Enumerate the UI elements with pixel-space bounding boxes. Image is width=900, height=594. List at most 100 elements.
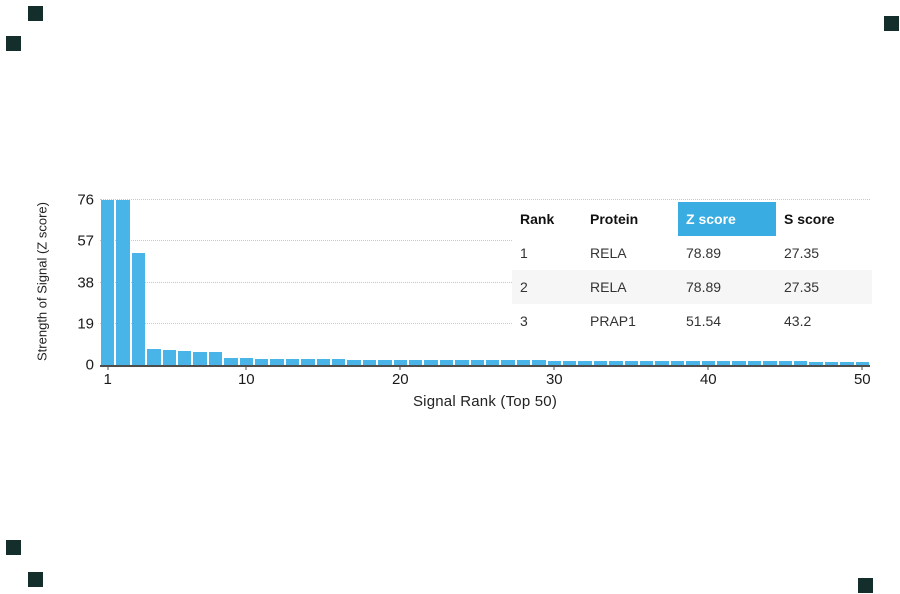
corner-mark <box>28 572 43 587</box>
y-tick-label: 76 <box>77 191 94 209</box>
bar-rank-6 <box>178 350 192 365</box>
bar-rank-49 <box>840 361 854 365</box>
corner-mark <box>6 540 21 555</box>
x-tick-label: 20 <box>391 371 409 388</box>
table-row: 2 RELA 78.89 27.35 <box>512 270 872 304</box>
bar-rank-12 <box>270 358 284 365</box>
bar-rank-18 <box>362 359 377 365</box>
x-tick-label: 10 <box>237 371 255 388</box>
table-cell: RELA <box>582 236 678 270</box>
x-tick-label: 40 <box>699 371 717 388</box>
x-tick-mark <box>553 365 555 370</box>
bar-rank-50 <box>855 361 869 365</box>
bar-rank-32 <box>578 360 592 365</box>
x-tick-label: 30 <box>545 371 563 388</box>
bar-rank-3 <box>131 253 146 365</box>
column-header-z-score: Z score <box>678 202 776 236</box>
x-tick-mark <box>707 365 709 370</box>
bar-rank-13 <box>285 359 300 365</box>
bar-rank-16 <box>332 359 346 365</box>
y-tick-label: 0 <box>85 356 94 374</box>
table-cell: RELA <box>582 270 678 304</box>
bar-rank-14 <box>301 359 315 365</box>
column-header-protein: Protein <box>582 202 678 236</box>
bar-rank-9 <box>224 357 238 365</box>
bar-rank-45 <box>778 361 792 365</box>
table-cell: PRAP1 <box>582 304 678 338</box>
bar-rank-37 <box>655 360 669 365</box>
gridline <box>100 281 870 283</box>
table-cell: 2 <box>512 270 582 304</box>
table-cell: 27.35 <box>776 236 872 270</box>
table-cell: 3 <box>512 304 582 338</box>
bar-rank-17 <box>347 359 361 365</box>
bar-rank-34 <box>609 360 623 365</box>
table-cell: 1 <box>512 236 582 270</box>
bar-rank-4 <box>147 349 161 365</box>
table-row: 3 PRAP1 51.54 43.2 <box>512 304 872 338</box>
bar-rank-38 <box>670 360 685 365</box>
bar-rank-27 <box>501 360 515 365</box>
bar-rank-36 <box>640 360 654 365</box>
bar-series <box>100 200 870 365</box>
bar-rank-23 <box>439 360 454 365</box>
gridline <box>100 322 870 324</box>
table-cell: 78.89 <box>678 236 776 270</box>
y-tick-label: 19 <box>77 315 94 333</box>
y-tick-label: 57 <box>77 232 94 250</box>
bar-rank-26 <box>486 360 500 365</box>
x-tick-mark <box>399 365 401 370</box>
bar-rank-31 <box>563 360 577 365</box>
bar-rank-10 <box>239 358 253 365</box>
table-cell: 43.2 <box>776 304 872 338</box>
bar-rank-40 <box>701 361 715 365</box>
bar-rank-19 <box>378 359 392 365</box>
x-tick-label: 1 <box>103 371 112 388</box>
bar-rank-24 <box>455 360 469 365</box>
bar-rank-39 <box>686 361 700 365</box>
bar-rank-44 <box>763 361 777 365</box>
bar-rank-29 <box>532 360 546 365</box>
bar-rank-46 <box>794 361 808 365</box>
bar-rank-5 <box>162 350 176 365</box>
bar-rank-7 <box>193 351 207 365</box>
table-cell: 51.54 <box>678 304 776 338</box>
table-row: 1 RELA 78.89 27.35 <box>512 236 872 270</box>
bar-rank-21 <box>409 359 423 365</box>
bar-rank-35 <box>624 360 638 365</box>
bar-rank-48 <box>824 361 839 365</box>
bar-rank-2 <box>116 200 130 365</box>
x-tick-mark <box>861 365 863 370</box>
gridline <box>100 199 870 200</box>
gridline <box>100 240 870 242</box>
bar-rank-42 <box>732 361 746 365</box>
column-header-rank: Rank <box>512 202 582 236</box>
bar-rank-43 <box>747 361 762 365</box>
bar-rank-22 <box>424 360 438 365</box>
bar-rank-15 <box>316 359 330 365</box>
bar-rank-28 <box>516 360 531 365</box>
results-table: Rank Protein Z score S score 1 RELA 78.89 27.35… <box>512 202 872 338</box>
bar-rank-11 <box>255 358 269 365</box>
bar-rank-30 <box>547 360 561 365</box>
table-cell: 27.35 <box>776 270 872 304</box>
bar-rank-41 <box>717 361 731 365</box>
table-cell: 78.89 <box>678 270 776 304</box>
x-tick-label: 50 <box>853 371 871 388</box>
bar-rank-1 <box>101 200 115 365</box>
table-header-row: Rank Protein Z score S score <box>512 202 872 236</box>
corner-mark <box>884 16 899 31</box>
bar-rank-20 <box>393 359 407 365</box>
x-tick-mark <box>107 365 109 370</box>
corner-mark <box>28 6 43 21</box>
corner-mark <box>858 578 873 593</box>
bar-rank-33 <box>593 360 608 365</box>
bar-rank-25 <box>470 360 484 365</box>
plot-area: 0 19 38 57 76 1 10 20 30 40 50 <box>77 192 870 389</box>
column-header-s-score: S score <box>776 202 872 236</box>
y-tick-label: 38 <box>77 274 94 291</box>
bar-rank-8 <box>208 352 223 365</box>
x-axis-title: Signal Rank (Top 50) <box>412 393 558 410</box>
corner-mark <box>6 36 21 51</box>
bar-rank-47 <box>809 361 823 365</box>
